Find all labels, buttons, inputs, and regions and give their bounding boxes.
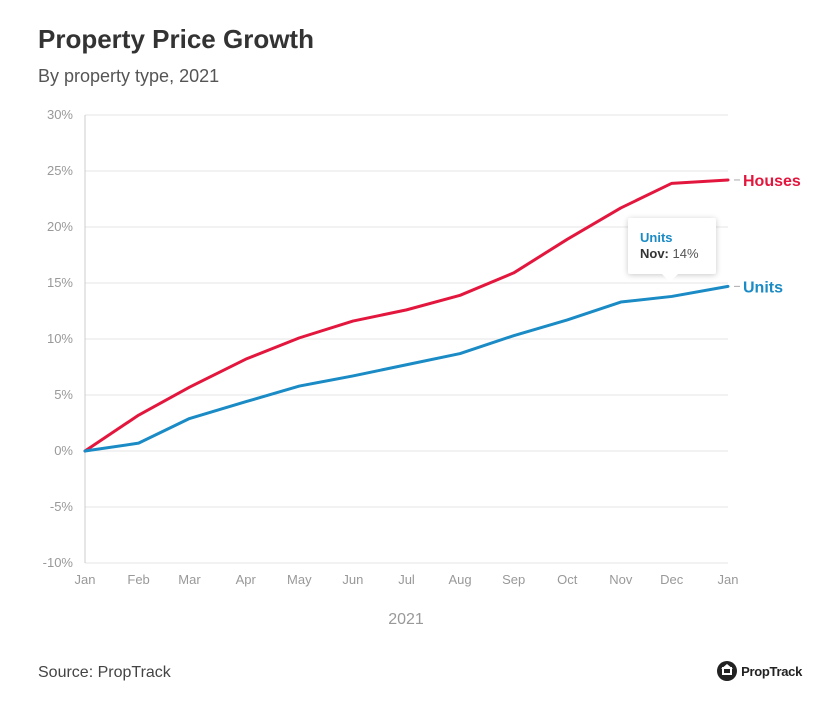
series-line-houses <box>83 178 730 453</box>
y-tick-label: -10% <box>43 555 74 570</box>
x-tick-label: Jun <box>342 572 363 587</box>
x-tick-label: Sep <box>502 572 525 587</box>
series-label-units: Units <box>743 279 783 296</box>
y-tick-label: 10% <box>47 331 73 346</box>
x-tick-label: Jul <box>398 572 415 587</box>
y-tick-label: 0% <box>54 443 73 458</box>
logo-text: PropTrack <box>741 663 802 679</box>
x-tick-label: Mar <box>178 572 201 587</box>
x-tick-label: Jan <box>718 572 739 587</box>
tooltip-row: Nov: 14% <box>640 246 704 262</box>
tooltip-series: Units <box>640 230 673 245</box>
y-tick-label: 30% <box>47 107 73 122</box>
series-line-units <box>83 284 730 453</box>
x-tick-label: Jan <box>75 572 96 587</box>
x-tick-label: May <box>287 572 312 587</box>
chart-subtitle: By property type, 2021 <box>38 66 220 86</box>
data-tooltip: Units Nov: 14% <box>628 218 716 282</box>
y-tick-label: -5% <box>50 499 74 514</box>
x-tick-label: Oct <box>557 572 578 587</box>
x-tick-label: Nov <box>609 572 633 587</box>
y-tick-label: 20% <box>47 219 73 234</box>
house-logo-icon <box>717 661 738 681</box>
grid-lines <box>84 114 728 564</box>
x-tick-label: Dec <box>660 572 684 587</box>
tooltip-category: Nov: <box>640 246 669 261</box>
series-labels: Houses Units <box>734 173 801 296</box>
x-axis-title: 2021 <box>388 611 424 628</box>
series-lines <box>83 178 730 453</box>
x-tick-label: Aug <box>449 572 472 587</box>
x-axis-ticks: Jan Feb Mar Apr May Jun Jul Aug Sep Oct Nov Dec Jan <box>75 572 739 587</box>
proptrack-logo: PropTrack <box>717 661 802 681</box>
chart-title: Property Price Growth <box>38 24 314 54</box>
source-note: Source: PropTrack <box>38 664 171 681</box>
x-tick-label: Apr <box>236 572 257 587</box>
y-tick-label: 25% <box>47 163 73 178</box>
x-tick-label: Feb <box>127 572 149 587</box>
y-axis-ticks: -10% -5% 0% 5% 10% 15% 20% 25% 30% <box>43 107 74 570</box>
y-tick-label: 5% <box>54 387 73 402</box>
series-label-houses: Houses <box>743 173 801 190</box>
y-tick-label: 15% <box>47 275 73 290</box>
tooltip-value: 14% <box>672 246 699 261</box>
